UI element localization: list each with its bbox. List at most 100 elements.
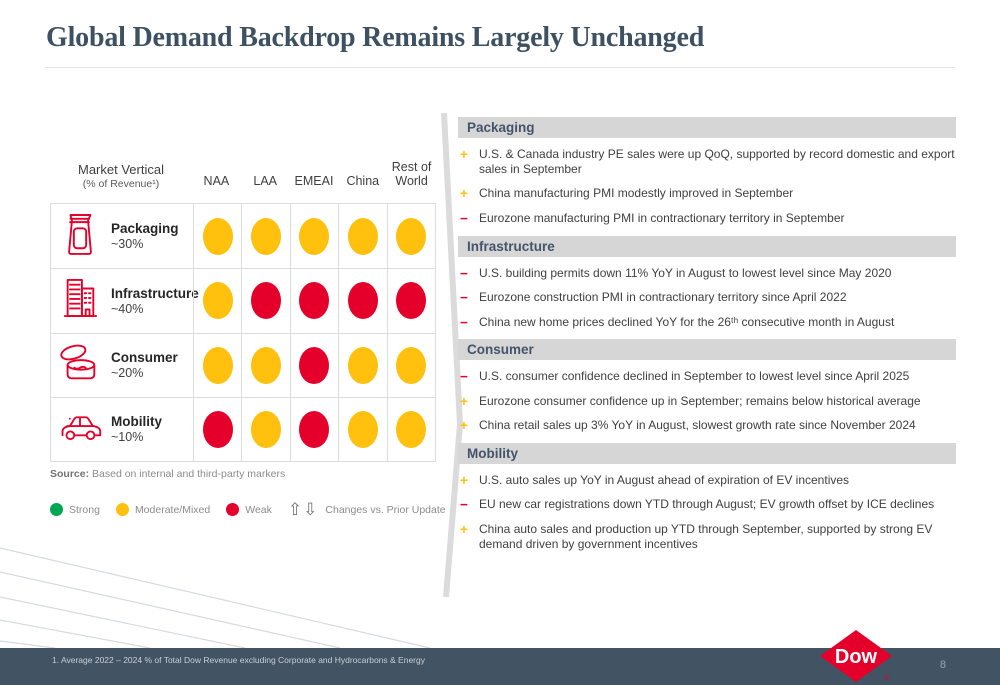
rating-dot-weak <box>202 410 233 448</box>
revenue-share-label: (% of Revenue¹) <box>82 178 160 190</box>
bullet-item: − U.S. building permits down 11% YoY in A… <box>460 266 956 282</box>
legend-changes-label: Changes vs. Prior Update <box>325 503 446 516</box>
market-vertical-header: Market Vertical (% of Revenue¹) <box>50 162 192 195</box>
rating-cell-consumer-4 <box>386 332 435 397</box>
page-number: 8 <box>939 659 946 671</box>
legend-strong-label: Strong <box>69 503 100 516</box>
rating-cell-packaging-1 <box>241 204 289 269</box>
vertical-name: Infrastructure <box>111 285 199 301</box>
icon-box <box>57 342 103 389</box>
vertical-name: Consumer <box>111 350 178 366</box>
rating-cell-infrastructure-1 <box>241 268 290 333</box>
rating-cell-consumer-1 <box>241 332 290 397</box>
rating-dot-moderate <box>202 217 233 255</box>
bullet-item: − U.S. consumer confidence declined in Se… <box>460 369 956 385</box>
diagonal-pinstripes <box>0 547 431 649</box>
rating-cell-mobility-0 <box>193 396 242 461</box>
up-arrow-icon: ⇧ <box>287 500 304 519</box>
rating-cell-infrastructure-0 <box>193 268 242 333</box>
source-label: Source: <box>50 468 90 480</box>
minus-sign-icon: − <box>460 314 468 330</box>
rating-cell-mobility-3 <box>338 396 387 461</box>
weak-dot-icon <box>226 503 240 516</box>
rating-dot-moderate <box>251 410 282 448</box>
bullet-text: China manufacturing PMI modestly improve… <box>479 186 794 201</box>
market-matrix: Packaging ~30% Infrastructure ~40% <box>50 203 436 462</box>
vertical-name: Mobility <box>111 414 162 430</box>
title-divider <box>45 67 955 68</box>
plus-sign-icon: + <box>460 186 468 202</box>
bullet-text: U.S. consumer confidence declined in Sep… <box>479 369 910 384</box>
minus-sign-icon: − <box>460 290 468 306</box>
moderate-dot-icon <box>115 503 129 516</box>
car-icon <box>57 409 103 450</box>
legend-item-weak: Weak <box>226 503 272 516</box>
row-label-mobility: Mobility ~10% <box>51 396 193 461</box>
bullet-item: + China manufacturing PMI modestly improv… <box>460 186 956 202</box>
plus-sign-icon: + <box>460 393 468 409</box>
rating-dot-moderate <box>347 410 378 448</box>
bullet-text: China retail sales up 3% YoY in August, … <box>479 418 916 433</box>
section-header-packaging: Packaging <box>458 117 956 138</box>
row-label-packaging: Packaging ~30% <box>51 204 193 268</box>
rating-dot-moderate <box>396 410 427 448</box>
detail-panel: Packaging + U.S. & Canada industry PE sale… <box>458 117 956 561</box>
vertical-revenue-share: ~10% <box>111 430 144 445</box>
dow-logo-text: Dow <box>835 646 878 668</box>
matrix-column-headers: Market Vertical (% of Revenue¹) NAA LAA EM… <box>50 160 436 195</box>
minus-sign-icon: − <box>460 497 468 513</box>
rating-dot-moderate <box>396 217 427 255</box>
rating-dot-weak <box>396 282 427 320</box>
rating-dot-moderate <box>299 217 330 255</box>
rating-cell-consumer-3 <box>338 332 387 397</box>
section-header-consumer: Consumer <box>458 339 956 361</box>
vertical-name: Packaging <box>111 221 179 237</box>
rating-dot-moderate <box>251 346 282 384</box>
minus-sign-icon: − <box>460 210 468 226</box>
rating-cell-consumer-2 <box>289 332 339 397</box>
rating-cell-infrastructure-4 <box>386 268 435 333</box>
region-header-emeai: EMEAI <box>294 174 334 188</box>
bullet-text: China auto sales and production up YTD t… <box>479 521 933 551</box>
plus-sign-icon: + <box>460 418 468 434</box>
bullet-text: EU new car registrations down YTD throug… <box>479 497 935 512</box>
plus-sign-icon: + <box>460 521 468 537</box>
icon-box <box>57 212 103 261</box>
source-note: Source: Based on internal and third-part… <box>50 468 285 480</box>
bullet-item: + U.S. & Canada industry PE sales were up… <box>460 147 956 177</box>
rating-cell-packaging-2 <box>289 204 338 269</box>
bullet-item: + Eurozone consumer confidence up in Sept… <box>460 394 956 410</box>
bullet-text: U.S. building permits down 11% YoY in Au… <box>479 265 892 280</box>
section-packaging: Packaging + U.S. & Canada industry PE sale… <box>458 117 956 227</box>
minus-sign-icon: − <box>460 369 468 385</box>
region-header-china: China <box>346 174 380 188</box>
bullet-text: Eurozone construction PMI in contraction… <box>479 290 847 305</box>
region-header-laa: LAA <box>253 174 278 188</box>
section-header-mobility: Mobility <box>458 442 956 464</box>
rating-dot-weak <box>347 282 378 320</box>
down-arrow-icon: ⇩ <box>303 500 319 519</box>
bullet-item: − China new home prices declined YoY for … <box>460 315 956 331</box>
strong-dot-icon <box>50 503 63 516</box>
rating-dot-weak <box>299 282 330 320</box>
rating-dot-moderate <box>396 346 427 384</box>
row-label-infrastructure: Infrastructure ~40% <box>51 268 199 332</box>
legend: Strong Moderate/Mixed Weak ⇧⇩ Changes vs… <box>50 501 446 518</box>
source-text: Based on internal and third-party marker… <box>89 468 286 480</box>
vertical-revenue-share: ~40% <box>111 301 144 316</box>
section-header-infrastructure: Infrastructure <box>458 235 956 257</box>
bullet-text: Eurozone consumer confidence up in Septe… <box>479 393 921 408</box>
rating-cell-packaging-0 <box>193 204 241 269</box>
rating-dot-weak <box>299 346 330 384</box>
rating-dot-weak <box>251 282 282 320</box>
page-title: Global Demand Backdrop Remains Largely U… <box>46 22 705 53</box>
section-mobility: Mobility + U.S. auto sales up YoY in Augus… <box>458 442 956 553</box>
market-vertical-label: Market Vertical <box>78 162 164 177</box>
change-arrows: ⇧⇩ <box>288 501 319 518</box>
rating-dot-moderate <box>347 346 378 384</box>
section-infrastructure: Infrastructure − U.S. building permits dow… <box>458 235 956 331</box>
region-header-rest-of-world: Rest of World <box>391 160 432 188</box>
rating-cell-packaging-3 <box>338 204 386 269</box>
rating-dot-moderate <box>347 217 378 255</box>
